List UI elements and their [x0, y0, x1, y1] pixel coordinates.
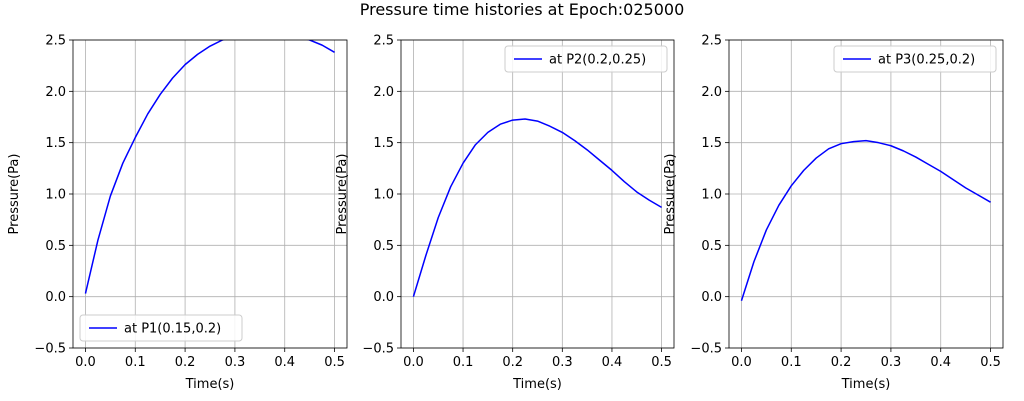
x-axis-label: Time(s): [841, 377, 891, 392]
x-tick-label: 0.3: [552, 355, 573, 370]
y-tick-label: 2.5: [701, 34, 722, 49]
subplot-2: 0.0 0.1 0.2 0.3 0.4 0.5 −0.5 0.0 0.5 1.0 1.5 2.0 2.5…: [335, 34, 675, 392]
series-line: [740, 139, 991, 301]
subplot-grid: 0.0 0.1 0.2 0.3 0.4 0.5 −0.5 0.0 0.5 1.0 1.5 2.0 2.5…: [7, 34, 1004, 392]
y-tick-label: 1.0: [373, 188, 394, 203]
legend: at P1(0.15,0.2): [79, 314, 243, 342]
series-line: [84, 40, 335, 294]
x-tick-label: 0.1: [125, 355, 146, 370]
x-tick-label: 0.5: [651, 355, 672, 370]
x-tick-label: 0.1: [781, 355, 802, 370]
y-tick-label: −0.5: [34, 342, 66, 357]
y-tick-label: 1.5: [373, 136, 394, 151]
y-tick-label: −0.5: [690, 342, 722, 357]
y-tick-label: 2.5: [45, 34, 66, 49]
legend-label: at P3(0.25,0.2): [878, 53, 975, 68]
y-axis-label: Pressure(Pa): [335, 154, 350, 235]
y-tick-label: 1.5: [45, 136, 66, 151]
x-tick-label: 0.5: [324, 355, 345, 370]
legend-box: [504, 45, 668, 73]
x-tick-label: 0.3: [881, 355, 902, 370]
y-axis-label: Pressure(Pa): [7, 154, 22, 235]
x-tick-label: 0.3: [225, 355, 246, 370]
legend-box: [79, 314, 243, 342]
legend-box: [833, 45, 997, 73]
x-tick-label: 0.2: [502, 355, 523, 370]
y-tick-label: 1.0: [701, 188, 722, 203]
x-tick-label: 0.1: [453, 355, 474, 370]
x-tick-label: 0.0: [731, 355, 752, 370]
y-tick-label: 0.0: [373, 290, 394, 305]
y-tick-label: 2.5: [373, 34, 394, 49]
y-axis-label: Pressure(Pa): [663, 154, 678, 235]
x-tick-label: 0.2: [831, 355, 852, 370]
x-axis-label: Time(s): [512, 377, 562, 392]
legend-label: at P2(0.2,0.25): [549, 53, 646, 68]
x-tick-label: 0.4: [274, 355, 295, 370]
legend: at P3(0.25,0.2): [833, 45, 997, 73]
y-tick-label: 2.0: [373, 85, 394, 100]
x-tick-label: 0.0: [75, 355, 96, 370]
x-tick-label: 0.4: [602, 355, 623, 370]
x-tick-label: 0.2: [175, 355, 196, 370]
y-tick-label: −0.5: [362, 342, 394, 357]
x-tick-label: 0.5: [980, 355, 1001, 370]
y-tick-label: 1.0: [45, 188, 66, 203]
x-axis-label: Time(s): [185, 377, 235, 392]
series-line: [412, 118, 662, 297]
x-tick-label: 0.4: [930, 355, 951, 370]
y-tick-label: 2.0: [45, 85, 66, 100]
x-tick-label: 0.0: [403, 355, 424, 370]
y-tick-label: 0.5: [373, 239, 394, 254]
y-tick-label: 0.0: [701, 290, 722, 305]
legend: at P2(0.2,0.25): [504, 45, 668, 73]
y-tick-label: 1.5: [701, 136, 722, 151]
y-tick-label: 2.0: [701, 85, 722, 100]
subplot-3: 0.0 0.1 0.2 0.3 0.4 0.5 −0.5 0.0 0.5 1.0 1.5 2.0 2.5…: [663, 34, 1004, 392]
legend-label: at P1(0.15,0.2): [124, 322, 221, 337]
y-tick-label: 0.5: [45, 239, 66, 254]
y-tick-label: 0.5: [701, 239, 722, 254]
figure-title: Pressure time histories at Epoch:025000: [360, 0, 685, 19]
subplot-1: 0.0 0.1 0.2 0.3 0.4 0.5 −0.5 0.0 0.5 1.0 1.5 2.0 2.5…: [7, 34, 348, 392]
y-tick-label: 0.0: [45, 290, 66, 305]
